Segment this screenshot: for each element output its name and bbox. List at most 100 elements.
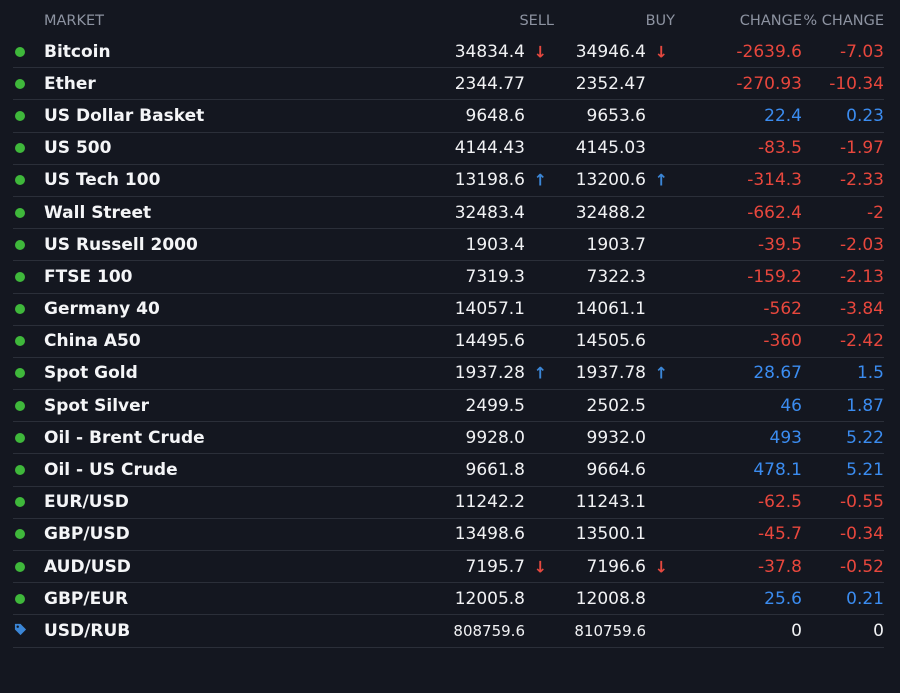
market-name[interactable]: Ether — [44, 73, 96, 94]
header-buy[interactable]: BUY — [645, 13, 675, 29]
buy-price-cell[interactable]: 13200.6 ↑ — [554, 170, 675, 190]
market-name[interactable]: FTSE 100 — [44, 266, 133, 287]
market-name[interactable]: EUR/USD — [44, 492, 129, 513]
table-row[interactable]: USD/RUB 808759.6 810759.6 0 0 — [13, 615, 884, 648]
market-name[interactable]: Oil - Brent Crude — [44, 427, 205, 448]
sell-price-cell[interactable]: 14495.6 — [344, 331, 554, 351]
sell-price-cell[interactable]: 13198.6 ↑ — [344, 170, 554, 190]
status-dot-icon — [15, 400, 25, 411]
arrow-up-icon: ↑ — [654, 363, 668, 383]
buy-price-cell[interactable]: 4145.03 — [554, 138, 675, 158]
buy-price: 14505.6 — [575, 331, 646, 352]
market-name[interactable]: Spot Gold — [44, 363, 138, 384]
status-dot-icon — [15, 465, 25, 476]
buy-price-cell[interactable]: 32488.2 — [554, 203, 675, 223]
market-name[interactable]: China A50 — [44, 331, 141, 352]
sell-price-cell[interactable]: 1903.4 — [344, 235, 554, 255]
sell-price-cell[interactable]: 11242.2 — [344, 492, 554, 512]
buy-price-cell[interactable]: 9664.6 — [554, 460, 675, 480]
market-name[interactable]: Germany 40 — [44, 299, 160, 320]
table-header: MARKET SELL BUY CHANGE % CHANGE — [13, 6, 884, 36]
pct-change-value: 1.87 — [846, 395, 884, 416]
sell-price-cell[interactable]: 32483.4 — [344, 203, 554, 223]
buy-price-cell[interactable]: 11243.1 — [554, 492, 675, 512]
table-row[interactable]: Germany 40 14057.1 14061.1 -562 -3.84 — [13, 294, 884, 326]
buy-price: 4145.03 — [575, 138, 646, 159]
table-row[interactable]: US Russell 2000 1903.4 1903.7 -39.5 -2.03 — [13, 229, 884, 262]
buy-price-cell[interactable]: 12008.8 — [554, 589, 675, 609]
buy-price-cell[interactable]: 2502.5 — [554, 396, 675, 416]
sell-price-cell[interactable]: 9661.8 — [344, 460, 554, 480]
table-row[interactable]: Spot Gold 1937.28 ↑ 1937.78 ↑ 28.67 1.5 — [13, 358, 884, 391]
market-name[interactable]: US 500 — [44, 138, 112, 159]
sell-price-cell[interactable]: 2499.5 — [344, 396, 554, 416]
sell-price-cell[interactable]: 13498.6 — [344, 524, 554, 544]
sell-price-cell[interactable]: 808759.6 — [344, 622, 554, 640]
sell-price: 7195.7 ↓ — [465, 556, 547, 577]
market-name[interactable]: Oil - US Crude — [44, 460, 178, 481]
sell-price-cell[interactable]: 9928.0 — [344, 428, 554, 448]
change-value: 0 — [791, 620, 802, 641]
table-row[interactable]: US Dollar Basket 9648.6 9653.6 22.4 0.23 — [13, 100, 884, 133]
header-sell[interactable]: SELL — [519, 13, 554, 29]
market-name[interactable]: GBP/EUR — [44, 588, 129, 609]
buy-price-cell[interactable]: 1937.78 ↑ — [554, 363, 675, 383]
change-value: 28.67 — [753, 363, 802, 384]
pct-change-value: -1.97 — [840, 138, 884, 159]
sell-price-cell[interactable]: 14057.1 — [344, 299, 554, 319]
buy-price-cell[interactable]: 14505.6 — [554, 331, 675, 351]
table-row[interactable]: AUD/USD 7195.7 ↓ 7196.6 ↓ -37.8 -0.52 — [13, 551, 884, 584]
buy-price: 13500.1 — [575, 524, 646, 545]
market-name[interactable]: US Dollar Basket — [44, 105, 205, 126]
sell-price-cell[interactable]: 7195.7 ↓ — [344, 557, 554, 577]
buy-price-cell[interactable]: 1903.7 — [554, 235, 675, 255]
table-row[interactable]: US 500 4144.43 4145.03 -83.5 -1.97 — [13, 133, 884, 165]
market-name[interactable]: GBP/USD — [44, 524, 130, 545]
status-dot-icon — [15, 593, 25, 604]
buy-price-cell[interactable]: 2352.47 — [554, 74, 675, 94]
buy-price-cell[interactable]: 9653.6 — [554, 106, 675, 126]
market-name[interactable]: Spot Silver — [44, 395, 150, 416]
table-row[interactable]: China A50 14495.6 14505.6 -360 -2.42 — [13, 326, 884, 358]
buy-price-cell[interactable]: 810759.6 — [554, 622, 675, 640]
market-name[interactable]: Bitcoin — [44, 41, 111, 62]
table-row[interactable]: Bitcoin 34834.4 ↓ 34946.4 ↓ -2639.6 -7.03 — [13, 36, 884, 69]
buy-price: 32488.2 — [575, 202, 646, 223]
market-name[interactable]: USD/RUB — [44, 620, 131, 641]
buy-price-cell[interactable]: 7322.3 — [554, 267, 675, 287]
arrow-up-icon: ↑ — [533, 363, 547, 383]
table-row[interactable]: GBP/EUR 12005.8 12008.8 25.6 0.21 — [13, 583, 884, 616]
sell-price-cell[interactable]: 12005.8 — [344, 589, 554, 609]
header-pct-change[interactable]: % CHANGE — [803, 13, 884, 29]
sell-price-cell[interactable]: 1937.28 ↑ — [344, 363, 554, 383]
header-change[interactable]: CHANGE — [739, 13, 802, 29]
table-row[interactable]: Oil - US Crude 9661.8 9664.6 478.1 5.21 — [13, 454, 884, 487]
status-dot-icon — [15, 561, 25, 572]
market-name[interactable]: US Tech 100 — [44, 170, 161, 191]
market-name[interactable]: AUD/USD — [44, 556, 131, 577]
buy-price-cell[interactable]: 7196.6 ↓ — [554, 557, 675, 577]
buy-price-cell[interactable]: 13500.1 — [554, 524, 675, 544]
table-row[interactable]: Spot Silver 2499.5 2502.5 46 1.87 — [13, 390, 884, 423]
table-row[interactable]: EUR/USD 11242.2 11243.1 -62.5 -0.55 — [13, 487, 884, 519]
table-row[interactable]: US Tech 100 13198.6 ↑ 13200.6 ↑ -314.3 -2.33 — [13, 165, 884, 197]
pct-change-value: 5.21 — [846, 460, 884, 481]
sell-price-cell[interactable]: 7319.3 — [344, 267, 554, 287]
table-row[interactable]: FTSE 100 7319.3 7322.3 -159.2 -2.13 — [13, 261, 884, 294]
sell-price-cell[interactable]: 2344.77 — [344, 74, 554, 94]
buy-price-cell[interactable]: 9932.0 — [554, 428, 675, 448]
sell-price-cell[interactable]: 34834.4 ↓ — [344, 42, 554, 62]
buy-price-cell[interactable]: 34946.4 ↓ — [554, 42, 675, 62]
sell-price-cell[interactable]: 4144.43 — [344, 138, 554, 158]
market-name[interactable]: US Russell 2000 — [44, 234, 198, 255]
table-row[interactable]: Ether 2344.77 2352.47 -270.93 -10.34 — [13, 68, 884, 101]
table-row[interactable]: Oil - Brent Crude 9928.0 9932.0 493 5.22 — [13, 422, 884, 455]
market-name[interactable]: Wall Street — [44, 202, 152, 223]
status-dot-icon — [13, 524, 44, 544]
buy-price-cell[interactable]: 14061.1 — [554, 299, 675, 319]
sell-price-cell[interactable]: 9648.6 — [344, 106, 554, 126]
table-row[interactable]: GBP/USD 13498.6 13500.1 -45.7 -0.34 — [13, 519, 884, 551]
table-row[interactable]: Wall Street 32483.4 32488.2 -662.4 -2 — [13, 197, 884, 230]
header-market[interactable]: MARKET — [44, 13, 105, 29]
sell-price: 12005.8 — [454, 588, 525, 609]
